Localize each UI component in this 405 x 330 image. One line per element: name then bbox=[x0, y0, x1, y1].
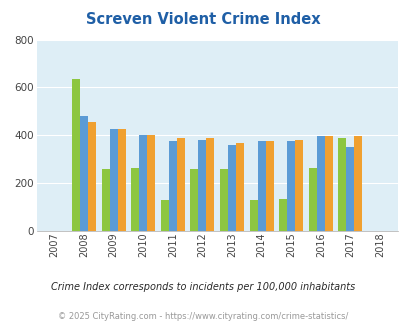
Bar bbox=[147, 135, 155, 231]
Bar bbox=[139, 135, 147, 231]
Bar bbox=[72, 79, 80, 231]
Bar bbox=[176, 138, 184, 231]
Bar bbox=[308, 168, 316, 231]
Text: Crime Index corresponds to incidents per 100,000 inhabitants: Crime Index corresponds to incidents per… bbox=[51, 282, 354, 292]
Bar bbox=[249, 200, 257, 231]
Bar bbox=[324, 136, 332, 231]
Bar bbox=[354, 137, 362, 231]
Bar bbox=[220, 169, 228, 231]
Bar bbox=[257, 141, 265, 231]
Bar bbox=[117, 129, 125, 231]
Bar bbox=[228, 145, 235, 231]
Bar bbox=[190, 169, 198, 231]
Bar bbox=[265, 141, 273, 231]
Bar bbox=[316, 136, 324, 231]
Bar bbox=[206, 138, 214, 231]
Bar bbox=[160, 200, 168, 231]
Bar bbox=[109, 129, 117, 231]
Bar bbox=[168, 141, 176, 231]
Bar bbox=[235, 143, 243, 231]
Text: Screven Violent Crime Index: Screven Violent Crime Index bbox=[85, 12, 320, 26]
Bar bbox=[198, 140, 206, 231]
Bar bbox=[88, 122, 96, 231]
Bar bbox=[131, 168, 139, 231]
Bar bbox=[80, 116, 88, 231]
Text: © 2025 CityRating.com - https://www.cityrating.com/crime-statistics/: © 2025 CityRating.com - https://www.city… bbox=[58, 312, 347, 321]
Bar bbox=[294, 140, 303, 231]
Bar bbox=[345, 147, 354, 231]
Bar bbox=[279, 199, 287, 231]
Bar bbox=[338, 138, 345, 231]
Bar bbox=[101, 169, 109, 231]
Bar bbox=[287, 141, 294, 231]
